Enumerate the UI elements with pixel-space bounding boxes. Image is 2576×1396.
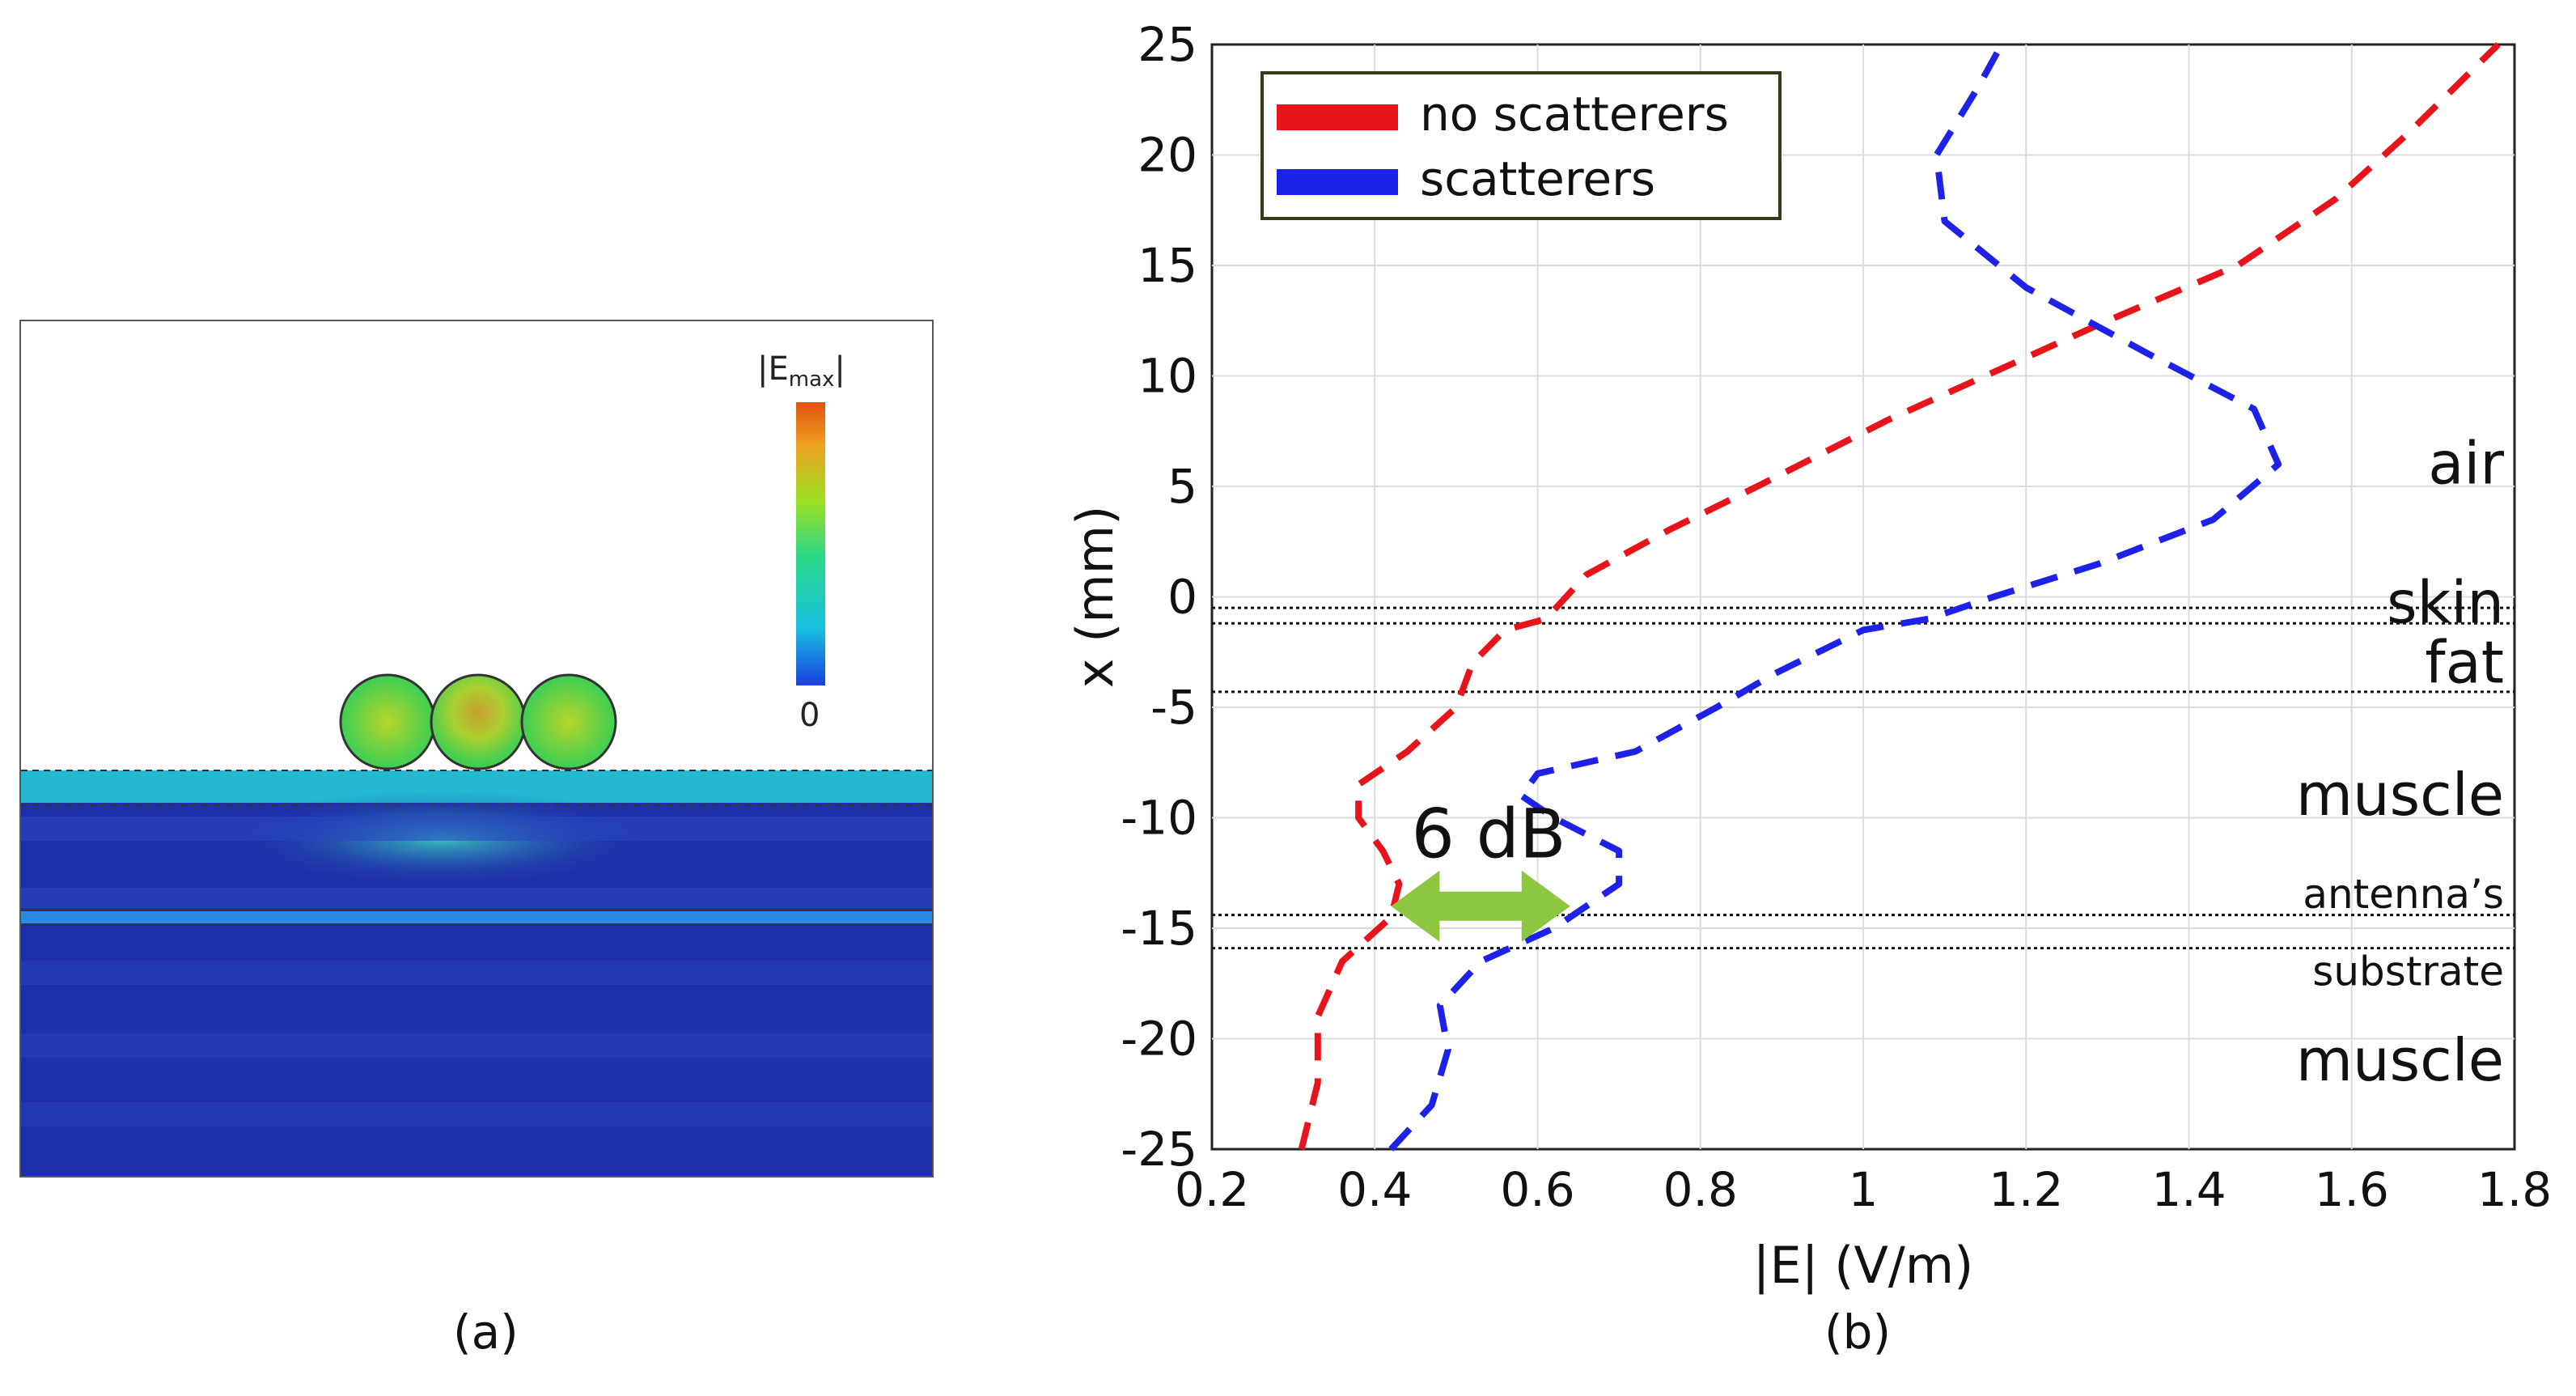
y-tick-label: 0	[1167, 570, 1197, 625]
x-tick-label: 1.6	[2315, 1162, 2389, 1217]
field-map-image: |Emax| 0	[21, 321, 932, 1176]
region-label: antenna’s	[2303, 871, 2504, 918]
legend-swatch	[1277, 169, 1398, 195]
annotation-label: 6 dB	[1412, 795, 1566, 874]
legend-label: no scatterers	[1420, 87, 1729, 142]
series	[1298, 42, 2501, 1152]
x-tick-label: 1	[1849, 1162, 1879, 1217]
y-tick-label: -25	[1121, 1122, 1197, 1177]
series-line-no-scatterers	[1298, 42, 2501, 1150]
y-tick-label: 5	[1167, 459, 1197, 514]
y-tick-label: 15	[1138, 238, 1197, 293]
double-arrow	[1391, 870, 1570, 942]
x-tick-label: 0.2	[1175, 1162, 1249, 1217]
field-map-panel: |Emax| 0	[19, 320, 934, 1177]
legend-label: scatterers	[1420, 151, 1655, 206]
region-label: muscle	[2296, 761, 2504, 829]
y-tick-label: 20	[1138, 128, 1197, 183]
y-axis-title: x (mm)	[1066, 506, 1125, 689]
y-tick-label: 10	[1138, 349, 1197, 404]
y-tick-label: 25	[1138, 17, 1197, 72]
region-label: muscle	[2296, 1026, 2504, 1094]
colorbar	[796, 402, 825, 685]
region-label: air	[2428, 430, 2504, 498]
y-tick-label: -10	[1121, 791, 1197, 846]
region-label: skin	[2387, 569, 2504, 637]
y-tick-label: -20	[1121, 1012, 1197, 1067]
region-label: fat	[2425, 628, 2504, 696]
tick-labels: 0.2 0.4 0.6 0.8 1 1.2 1.4 1.6 1.8 25 20 15 10 5 0 -5 -10…	[1121, 17, 2552, 1217]
legend: no scatterers scatterers	[1260, 71, 1782, 220]
y-tick-label: -5	[1150, 680, 1197, 735]
caption-b: (b)	[1824, 1305, 1892, 1360]
legend-swatch	[1277, 104, 1398, 130]
colorbar-min: 0	[799, 697, 820, 734]
scatterer-sphere-right	[520, 673, 617, 770]
series-line-scatterers	[1388, 43, 2282, 1152]
x-tick-label: 0.8	[1663, 1162, 1738, 1217]
x-tick-label: 1.8	[2477, 1162, 2552, 1217]
x-tick-label: 1.4	[2151, 1162, 2226, 1217]
x-tick-label: 1.2	[1989, 1162, 2063, 1217]
colorbar-label: |Emax|	[757, 350, 845, 392]
y-tick-label: -15	[1121, 901, 1197, 956]
x-tick-label: 0.6	[1500, 1162, 1574, 1217]
x-tick-label: 0.4	[1337, 1162, 1412, 1217]
region-label: substrate	[2312, 948, 2504, 995]
caption-a: (a)	[453, 1305, 519, 1360]
annotation: 6 dB	[1391, 795, 1570, 942]
x-axis-title: |E| (V/m)	[1753, 1236, 1974, 1296]
